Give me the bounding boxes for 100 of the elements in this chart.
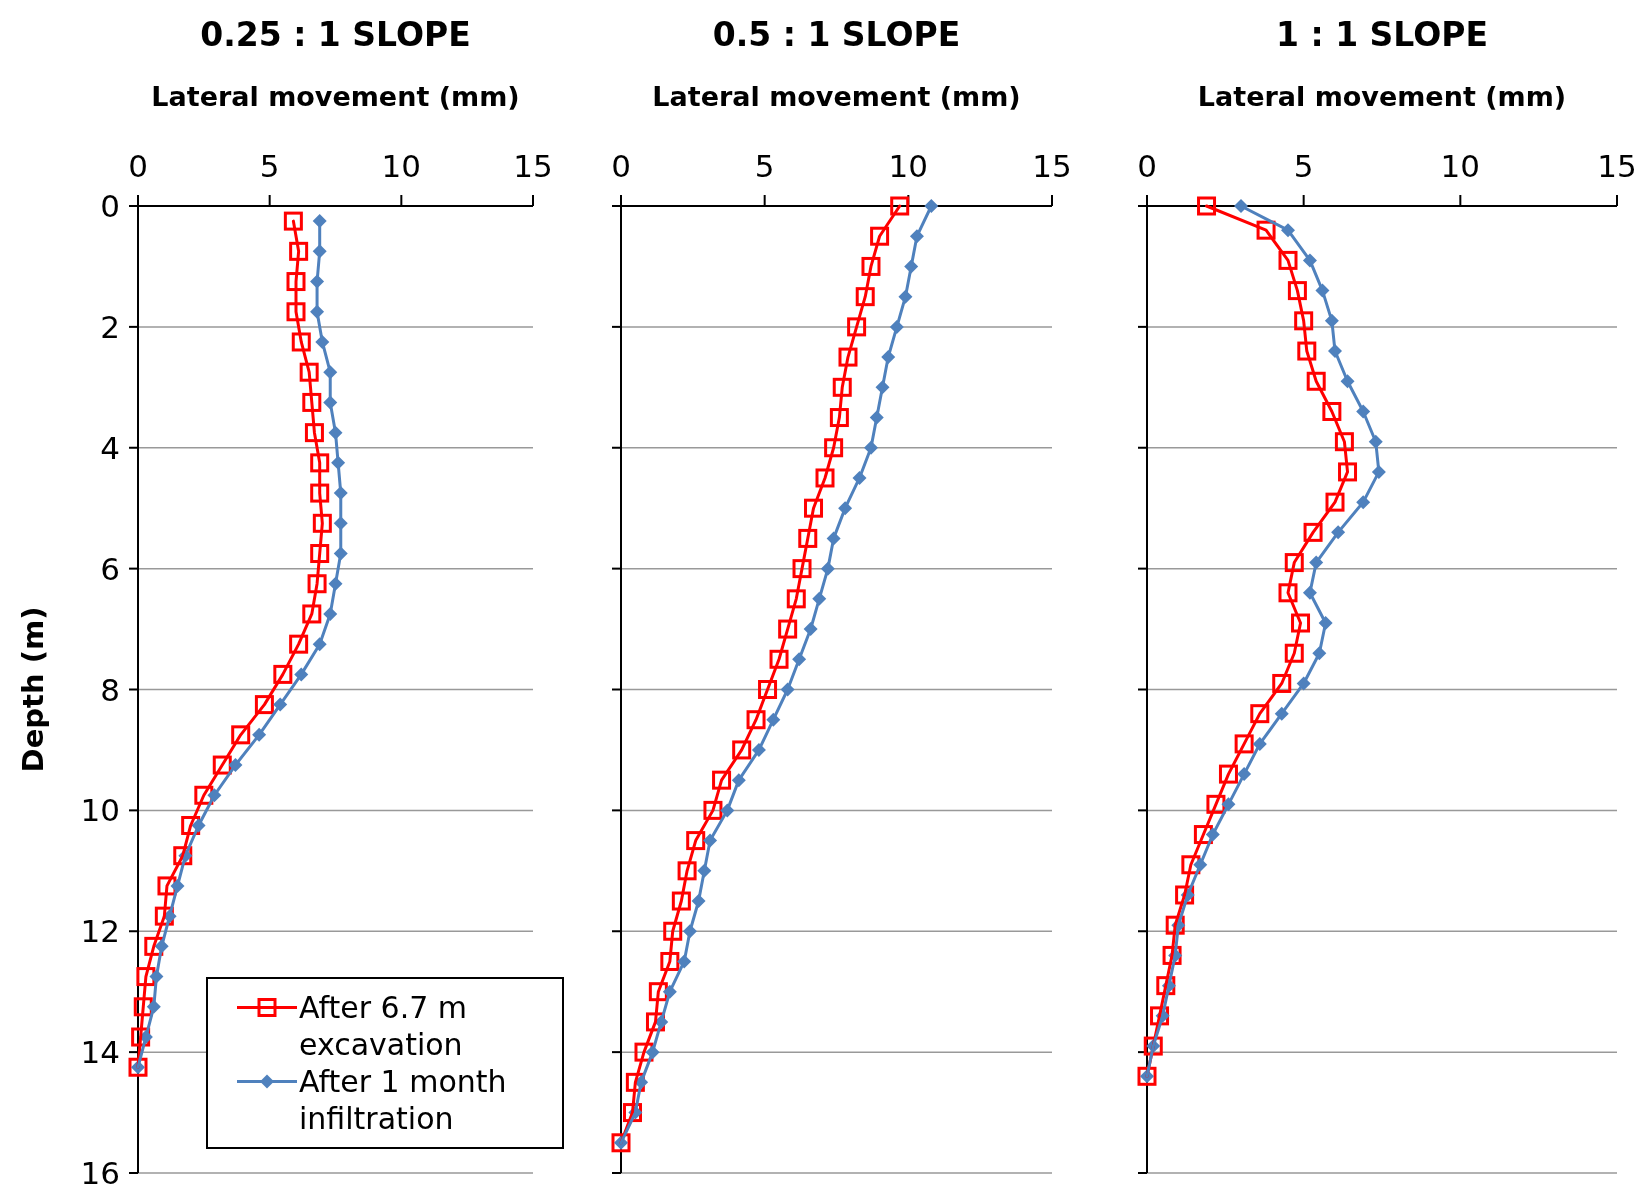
x-tick-label: 0 (128, 148, 148, 184)
point (677, 861, 697, 881)
point (231, 725, 251, 745)
point (732, 740, 752, 760)
y-tick-label: 16 (80, 1155, 120, 1191)
point (769, 649, 789, 669)
point (1156, 976, 1176, 996)
y-tick-label: 6 (100, 550, 120, 587)
chart-title: 1 : 1 SLOPE (1276, 15, 1488, 54)
point (1250, 704, 1270, 724)
y-tick-label: 2 (100, 308, 120, 345)
x-tick-label: 10 (888, 148, 929, 184)
x-axis-title: Lateral movement (mm) (1197, 81, 1567, 112)
point (832, 377, 852, 397)
legend-label: After 1 month infiltration (299, 1064, 507, 1136)
point (861, 256, 881, 276)
point (792, 559, 812, 579)
x-tick-label: 5 (754, 148, 775, 184)
point (212, 755, 232, 775)
point (157, 876, 177, 896)
x-axis-title: Lateral movement (mm) (151, 81, 520, 112)
point (304, 423, 324, 443)
point (273, 664, 293, 684)
point (286, 302, 306, 322)
point (660, 951, 680, 971)
point (1218, 764, 1238, 784)
point (310, 483, 330, 503)
point (1322, 401, 1342, 421)
point (1306, 371, 1326, 391)
point (299, 362, 319, 382)
x-tick-label: 5 (259, 148, 280, 184)
point (671, 891, 691, 911)
point (302, 604, 322, 624)
point (686, 831, 706, 851)
point (870, 226, 890, 246)
point (1287, 281, 1307, 301)
legend-label: After 6.7 m excavation (299, 990, 468, 1062)
point (302, 392, 322, 412)
point (703, 800, 723, 820)
point (289, 241, 309, 261)
point (291, 332, 311, 352)
point (778, 619, 798, 639)
point (855, 287, 875, 307)
point (286, 272, 306, 292)
y-tick-label: 8 (100, 671, 120, 708)
point (838, 347, 858, 367)
point (1325, 492, 1345, 512)
x-tick-label: 0 (1137, 148, 1157, 184)
point (712, 770, 732, 790)
point (758, 680, 778, 699)
x-axis-title: Lateral movement (mm) (652, 81, 1021, 112)
y-tick-label: 0 (100, 188, 120, 224)
x-tick-label: 10 (1440, 148, 1481, 184)
point (1303, 522, 1323, 542)
point (1294, 311, 1314, 331)
y-tick-label: 14 (80, 1034, 120, 1071)
point (1175, 885, 1195, 905)
point (1334, 432, 1354, 452)
y-tick-label: 4 (100, 429, 120, 466)
point (890, 196, 910, 216)
point (136, 967, 156, 987)
point (829, 408, 849, 428)
point (815, 468, 835, 488)
x-tick-label: 15 (1597, 148, 1637, 184)
chart-title: 0.5 : 1 SLOPE (712, 15, 961, 54)
point (1272, 673, 1292, 693)
point (1338, 462, 1358, 482)
point (1297, 341, 1317, 361)
point (1291, 613, 1311, 633)
point (254, 695, 274, 715)
x-tick-label: 15 (513, 148, 553, 184)
point (798, 528, 818, 548)
point (648, 982, 668, 1002)
x-tick-label: 0 (611, 148, 631, 184)
y-tick-label: 12 (80, 913, 120, 950)
point (1278, 583, 1298, 603)
point (310, 544, 330, 564)
point (1284, 553, 1304, 573)
x-tick-label: 5 (1293, 148, 1314, 184)
point (746, 710, 766, 730)
point (804, 498, 824, 518)
point (310, 453, 330, 473)
point (847, 317, 867, 337)
point (663, 921, 683, 941)
y-axis-title: Depth (m) (16, 606, 50, 773)
point (786, 589, 806, 609)
point (1284, 643, 1304, 663)
point (307, 574, 327, 594)
point (1278, 250, 1298, 270)
chart-title: 0.25 : 1 SLOPE (200, 15, 471, 54)
x-tick-label: 15 (1032, 148, 1072, 184)
y-tick-label: 10 (80, 792, 120, 829)
point (824, 438, 844, 458)
point (1165, 915, 1185, 935)
point (1206, 794, 1226, 814)
point (1234, 734, 1254, 754)
point (289, 634, 309, 654)
point (312, 513, 332, 533)
point (1197, 196, 1217, 216)
point (283, 211, 303, 231)
